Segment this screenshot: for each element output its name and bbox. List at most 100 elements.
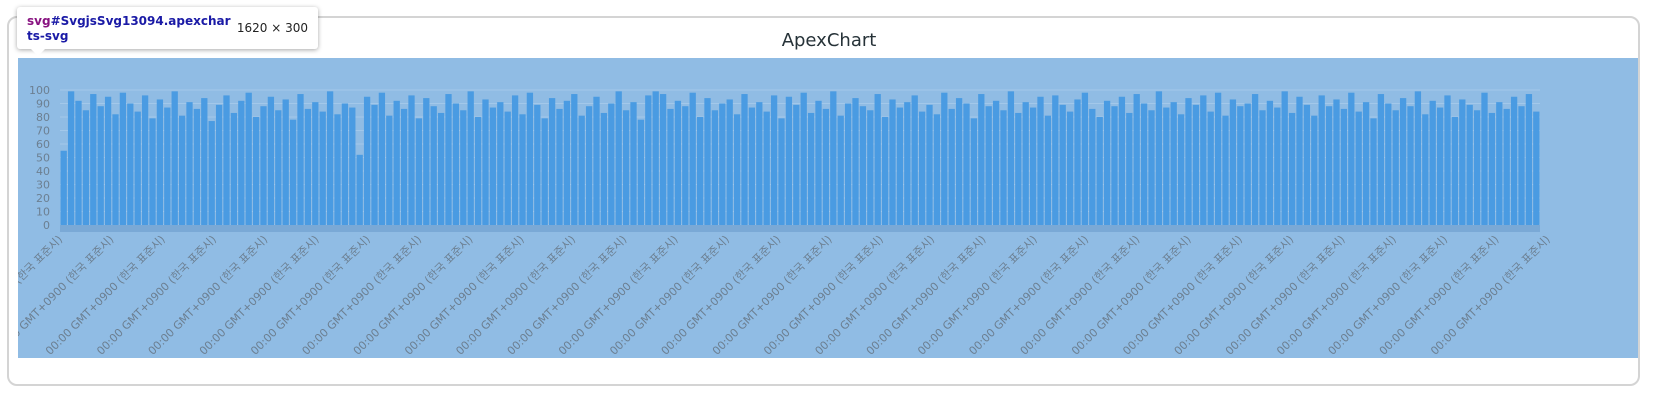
bar — [985, 106, 992, 225]
bar — [1111, 106, 1118, 225]
bar — [1348, 92, 1355, 225]
bar — [1214, 92, 1222, 225]
devtools-element-tooltip: svg#SvgjsSvg13094.apexcharts-svg 1620 × … — [17, 7, 318, 56]
bar — [193, 108, 201, 225]
bar — [556, 108, 563, 225]
bar — [1074, 99, 1081, 225]
bar — [652, 91, 659, 225]
bar — [482, 99, 489, 225]
bar — [1510, 96, 1518, 225]
bar — [830, 91, 837, 225]
bar — [1429, 100, 1436, 225]
bar — [423, 98, 430, 225]
bar — [1333, 99, 1340, 225]
bar — [741, 94, 748, 225]
y-tick-label: 20 — [36, 192, 50, 205]
y-tick-label: 30 — [36, 179, 50, 192]
bar — [1251, 94, 1259, 225]
bar — [104, 96, 112, 225]
chart-plot-area: 010203040506070809010000:00 GMT+0900 (한국… — [18, 58, 1638, 358]
bar — [1007, 91, 1015, 225]
bar — [1488, 112, 1496, 225]
bar — [1481, 92, 1488, 225]
bar — [682, 106, 689, 225]
bar — [1015, 112, 1022, 225]
bar — [992, 100, 1000, 225]
bar — [1103, 100, 1111, 225]
bar — [208, 121, 215, 225]
bar — [1362, 102, 1370, 225]
bar — [926, 104, 933, 225]
bar — [1377, 94, 1385, 225]
bar — [430, 106, 437, 225]
bar — [793, 104, 800, 225]
bar — [1473, 110, 1481, 225]
bar — [1037, 96, 1044, 225]
bar — [60, 150, 67, 225]
bar — [289, 119, 297, 225]
bar — [1081, 92, 1089, 225]
bar — [955, 98, 963, 225]
bar — [1370, 118, 1377, 225]
bar — [1192, 104, 1200, 225]
y-tick-label: 0 — [43, 219, 50, 232]
apexchart-svg: 010203040506070809010000:00 GMT+0900 (한국… — [18, 84, 1553, 358]
bar — [1244, 103, 1251, 225]
bar — [75, 100, 82, 225]
bar — [134, 111, 141, 225]
bar — [674, 100, 682, 225]
bar — [1444, 95, 1451, 226]
bar — [874, 94, 881, 225]
bar — [1155, 91, 1163, 225]
bar — [645, 95, 652, 226]
bar — [911, 95, 918, 226]
bar — [1422, 114, 1429, 225]
bar — [171, 91, 178, 225]
bar — [770, 95, 778, 226]
bar — [319, 111, 326, 225]
bar — [67, 91, 75, 225]
bar — [1451, 117, 1459, 225]
bar — [807, 112, 815, 225]
bar — [889, 99, 896, 225]
bar — [659, 94, 667, 225]
bar — [1311, 115, 1318, 225]
bar — [852, 98, 859, 225]
y-tick-label: 10 — [36, 206, 50, 219]
bar — [445, 94, 452, 225]
bar — [467, 91, 474, 225]
bar — [1133, 94, 1140, 225]
bar — [711, 110, 719, 225]
bar — [326, 91, 334, 225]
bar — [1170, 102, 1177, 225]
bar — [1459, 99, 1466, 225]
bar — [1207, 111, 1214, 225]
bar — [1163, 107, 1170, 225]
bar — [859, 106, 867, 225]
bar — [1177, 114, 1185, 225]
bar — [119, 92, 127, 225]
bar — [689, 92, 696, 225]
bar — [215, 104, 223, 225]
bar — [1029, 107, 1037, 225]
bar — [585, 106, 593, 225]
bar — [1518, 106, 1525, 225]
bar — [1407, 106, 1414, 225]
bar — [356, 154, 363, 225]
bar — [371, 104, 378, 225]
bar — [844, 103, 852, 225]
bar — [341, 103, 349, 225]
bar — [933, 114, 941, 225]
bar — [719, 103, 726, 225]
bar — [1229, 99, 1237, 225]
bar — [223, 95, 230, 226]
bar — [1044, 115, 1052, 225]
bar — [238, 100, 245, 225]
bar — [230, 112, 238, 225]
bar — [1288, 112, 1296, 225]
bar — [578, 115, 585, 225]
bar — [941, 92, 948, 225]
bar — [630, 102, 637, 225]
bar — [608, 103, 615, 225]
bar — [267, 96, 275, 225]
